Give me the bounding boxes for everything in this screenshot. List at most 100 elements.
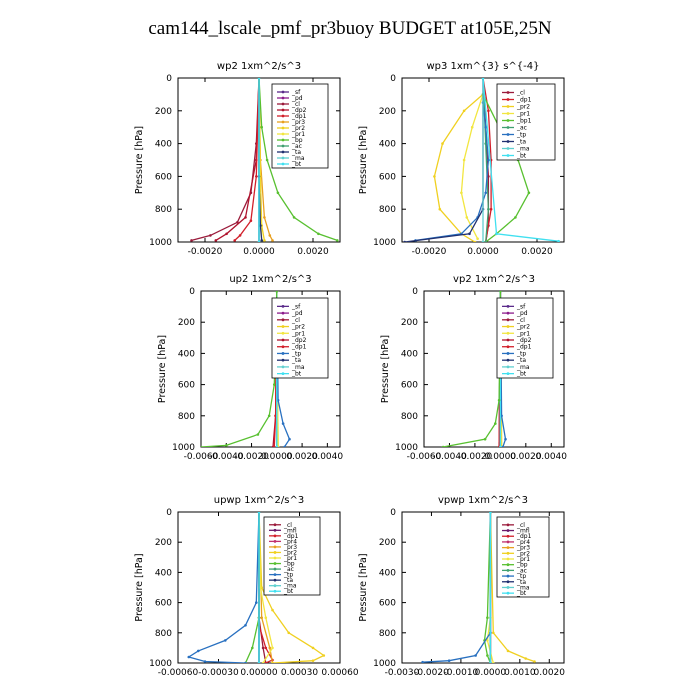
legend-marker bbox=[281, 358, 285, 362]
legend-marker bbox=[506, 580, 510, 584]
series-point bbox=[506, 649, 510, 653]
series-line bbox=[201, 291, 278, 447]
x-tick-label: 0.0020 bbox=[521, 247, 553, 257]
series-point bbox=[267, 414, 271, 418]
legend-marker bbox=[506, 126, 510, 129]
y-tick-label: 800 bbox=[379, 205, 396, 215]
legend-label: _bp bbox=[516, 562, 528, 569]
series-group bbox=[421, 512, 536, 663]
x-tick-label: -0.0010 bbox=[444, 668, 479, 678]
x-tick-label: 0.0020 bbox=[286, 452, 318, 462]
series-line bbox=[215, 78, 260, 241]
series-point bbox=[292, 216, 296, 219]
legend-marker bbox=[506, 591, 510, 595]
series-point bbox=[504, 437, 507, 441]
x-tick-label: -0.0020 bbox=[188, 247, 223, 257]
legend-marker bbox=[506, 112, 510, 115]
series-point bbox=[470, 125, 474, 129]
series-point bbox=[524, 657, 527, 660]
legend-marker bbox=[273, 584, 277, 588]
legend-label: _mfl bbox=[283, 527, 297, 534]
x-tick-label: -0.0040 bbox=[209, 452, 244, 462]
legend-label: _cl bbox=[516, 317, 525, 324]
legend-marker bbox=[281, 138, 285, 142]
series-point bbox=[275, 291, 279, 293]
legend-label: _pr2 bbox=[291, 125, 305, 132]
series-line bbox=[460, 94, 484, 239]
y-tick-label: 600 bbox=[401, 381, 418, 391]
legend-marker bbox=[281, 120, 285, 124]
series-point bbox=[257, 78, 261, 80]
panel-title: vpwp 1xm^2/s^3 bbox=[438, 495, 528, 506]
legend-marker bbox=[281, 150, 285, 154]
legend-marker bbox=[281, 304, 285, 308]
series-point bbox=[487, 207, 490, 211]
legend-label: _pr2 bbox=[516, 104, 530, 111]
y-tick-label: 400 bbox=[178, 349, 195, 359]
series-point bbox=[276, 398, 280, 402]
y-tick-label: 1000 bbox=[373, 238, 396, 248]
series-point bbox=[238, 234, 242, 237]
legend-marker bbox=[506, 105, 510, 108]
y-tick-label: 800 bbox=[155, 629, 172, 639]
series-point bbox=[462, 158, 466, 162]
series-point bbox=[201, 445, 203, 447]
series-point bbox=[261, 661, 265, 663]
legend-marker bbox=[281, 132, 285, 136]
y-tick-label: 800 bbox=[379, 629, 396, 639]
legend-label: _ma bbox=[516, 364, 530, 371]
y-tick-label: 1000 bbox=[395, 443, 418, 453]
plot-frame bbox=[401, 511, 565, 664]
legend-label: _pr1 bbox=[516, 556, 530, 563]
legend-marker bbox=[506, 523, 510, 527]
legend-marker bbox=[281, 96, 285, 100]
legend-marker bbox=[281, 331, 285, 335]
legend-marker bbox=[273, 551, 277, 554]
series-point bbox=[209, 234, 212, 237]
y-axis-label: Pressure [hPa] bbox=[380, 335, 391, 403]
series-point bbox=[492, 631, 495, 635]
legend-marker bbox=[281, 372, 285, 376]
panel-vp2: vp2 1xm^2/s^3 Pressure [hPa] 0 200 400 600 800… bbox=[380, 274, 567, 462]
series-line bbox=[442, 291, 502, 447]
series-point bbox=[263, 239, 266, 242]
legend-label: _tp bbox=[516, 573, 526, 580]
series-point bbox=[484, 191, 488, 195]
legend-marker bbox=[273, 589, 277, 593]
legend-marker bbox=[273, 556, 277, 560]
series-point bbox=[257, 512, 261, 514]
legend-box bbox=[496, 83, 556, 161]
y-tick-label: 400 bbox=[155, 568, 172, 578]
legend-marker bbox=[281, 108, 285, 112]
legend-marker bbox=[506, 140, 510, 143]
plot-frame bbox=[423, 290, 565, 448]
series-point bbox=[476, 237, 479, 240]
series-point bbox=[481, 240, 485, 242]
panel-title: vp2 1xm^2/s^3 bbox=[453, 274, 535, 285]
series-point bbox=[487, 109, 490, 113]
legend-label: _pd bbox=[291, 95, 303, 102]
series-point bbox=[483, 437, 487, 441]
y-tick-label: 400 bbox=[379, 140, 396, 150]
legend-label: _mfl bbox=[516, 528, 530, 535]
series-point bbox=[487, 158, 490, 162]
x-tick-label: -0.00030 bbox=[198, 668, 239, 678]
series-point bbox=[244, 216, 247, 219]
series-point bbox=[287, 631, 291, 635]
legend-box bbox=[271, 297, 329, 379]
y-tick-label: 200 bbox=[401, 318, 418, 328]
legend-marker bbox=[506, 147, 510, 150]
y-tick-label: 0 bbox=[166, 508, 172, 518]
x-tick-label: 0.0000 bbox=[261, 452, 293, 462]
legend-marker bbox=[506, 304, 510, 308]
legend-label: _ma bbox=[516, 146, 530, 153]
series-point bbox=[259, 224, 262, 227]
legend-label: _bt bbox=[291, 371, 302, 378]
legend-marker bbox=[506, 540, 510, 544]
legend-label: _dp2 bbox=[291, 107, 307, 114]
series-line bbox=[404, 78, 484, 242]
y-tick-label: 600 bbox=[379, 172, 396, 182]
series-point bbox=[271, 661, 274, 663]
series-point bbox=[441, 445, 445, 447]
series-point bbox=[260, 616, 264, 619]
